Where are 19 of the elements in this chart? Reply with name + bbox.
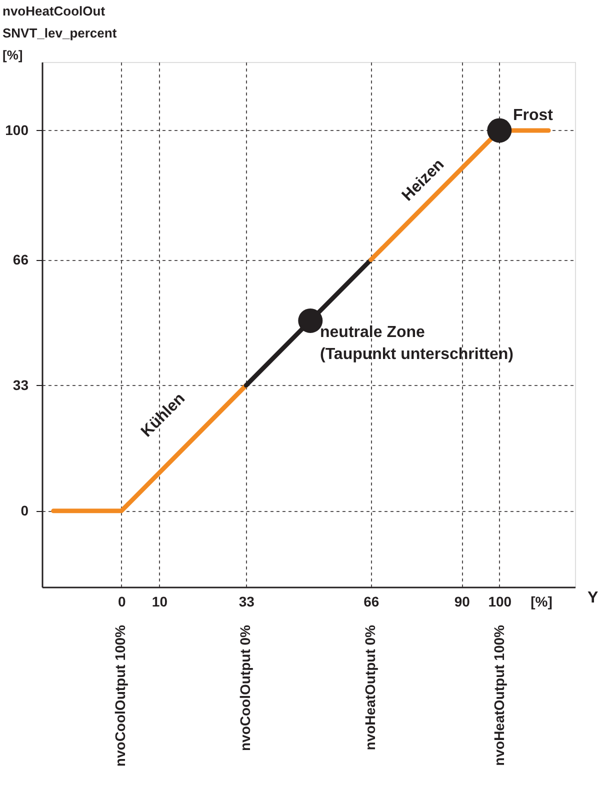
y-tick-label: 0	[20, 502, 29, 518]
y-axis-title: nvoHeatCoolOut SNVT_lev_percent [%]	[2, 4, 118, 62]
x-tick-label: 0	[118, 594, 126, 610]
y-tick-label: 33	[12, 376, 29, 393]
y-tick-label: 100	[5, 122, 29, 138]
x-tick-label: [%]	[530, 594, 552, 610]
annotation: neutrale Zone (Taupunkt unterschritten)	[320, 324, 514, 363]
text: nvoHeatOutput 100%	[491, 624, 507, 766]
text: nvoCoolOutput 100%	[112, 624, 128, 767]
annotation: Frost	[513, 107, 554, 124]
text: nvoHeatOutput 0%	[362, 624, 378, 750]
y-tick-label: 66	[12, 251, 29, 268]
x-tick-label: 10	[152, 594, 168, 610]
x-tick-label: 90	[454, 594, 470, 610]
x-tick-label: 33	[238, 594, 255, 610]
text: nvoCoolOutput 0%	[237, 624, 253, 751]
x-axis-title: Y	[588, 590, 598, 606]
x-tick-label: 100	[488, 594, 512, 610]
x-tick-label: 66	[364, 594, 380, 610]
